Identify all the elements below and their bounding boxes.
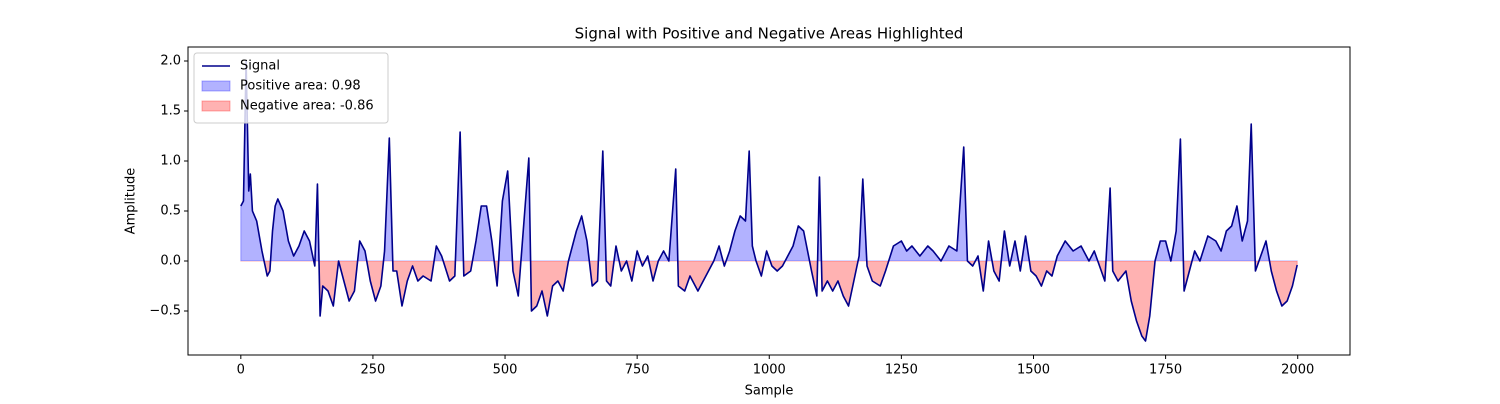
x-tick-label: 2000 — [1281, 363, 1314, 378]
x-tick-label: 0 — [237, 363, 245, 378]
y-tick-label: 0.0 — [160, 254, 181, 269]
x-tick-label: 500 — [493, 363, 518, 378]
x-tick-label: 250 — [361, 363, 386, 378]
y-tick-label: 1.5 — [160, 104, 181, 119]
negative-area — [240, 261, 1298, 343]
signal-line — [240, 60, 1298, 342]
y-tick-label: 1.0 — [160, 154, 181, 169]
y-tick-label: −0.5 — [149, 304, 181, 319]
legend-label: Signal — [240, 59, 280, 74]
x-tick-label: 1500 — [1017, 363, 1050, 378]
x-axis-label: Sample — [745, 384, 794, 399]
chart-title: Signal with Positive and Negative Areas … — [575, 25, 964, 43]
y-tick-label: 0.5 — [160, 204, 181, 219]
legend-label: Negative area: -0.86 — [240, 99, 374, 114]
x-tick-label: 750 — [625, 363, 650, 378]
x-tick-label: 1750 — [1149, 363, 1182, 378]
x-tick-label: 1250 — [885, 363, 918, 378]
y-axis-label: Amplitude — [124, 168, 139, 235]
x-tick-label: 1000 — [753, 363, 786, 378]
y-tick-label: 2.0 — [160, 54, 181, 69]
legend-box — [193, 52, 389, 124]
legend-label: Positive area: 0.98 — [240, 79, 361, 94]
legend-patch — [201, 100, 231, 112]
legend-patch — [201, 80, 231, 92]
